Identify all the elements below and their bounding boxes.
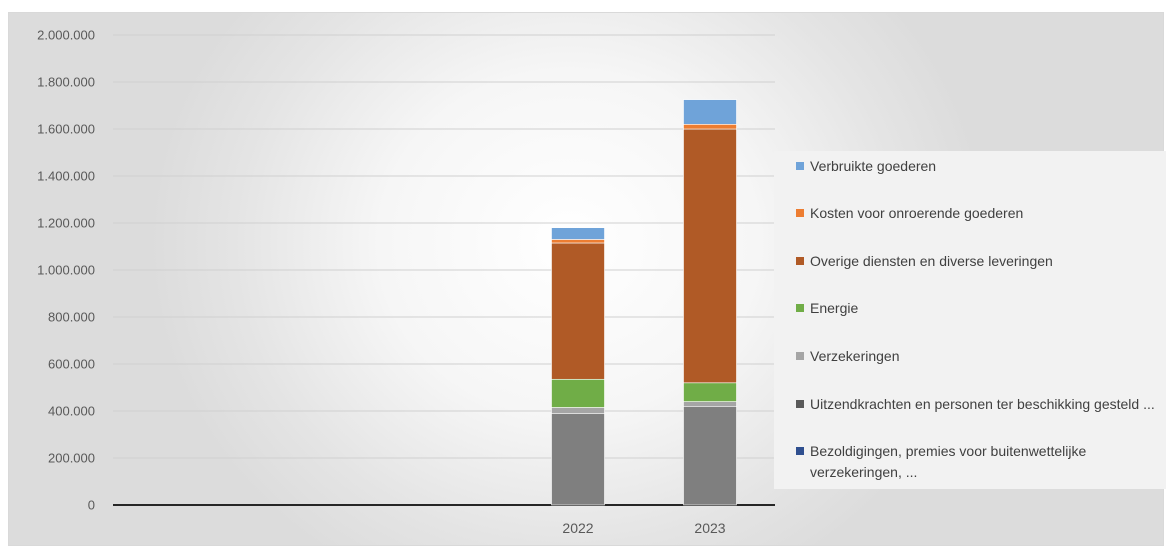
legend-item-verzekeringen: Verzekeringen [796,346,1156,367]
legend-label: Bezoldigingen, premies voor buitenwettel… [810,443,1087,480]
legend-item-uitzendkrachten: Uitzendkrachten en personen ter beschikk… [796,394,1156,415]
y-tick-label: 200.000 [48,451,95,466]
bar-segment [551,227,605,240]
bar-segment [683,382,737,402]
legend-label: Overige diensten en diverse leveringen [810,253,1053,269]
x-tick-label: 2023 [694,520,725,536]
legend-item-overige-diensten: Overige diensten en diverse leveringen [796,251,1156,272]
y-tick-label: 800.000 [48,310,95,325]
y-tick-label: 400.000 [48,404,95,419]
legend-item-energie: Energie [796,298,1156,319]
legend-item-bezoldigingen: Bezoldigingen, premies voor buitenwettel… [796,441,1156,483]
y-tick-label: 1.600.000 [37,122,95,137]
legend-swatch [796,304,804,312]
legend-swatch [796,400,804,408]
legend-swatch [796,352,804,360]
x-tick-label: 2022 [562,520,593,536]
bar-segment [683,99,737,125]
bar-segment [683,405,737,506]
y-tick-label: 1.000.000 [37,263,95,278]
chart-legend: Verbruikte goederen Kosten voor onroeren… [774,151,1166,489]
legend-label: Kosten voor onroerende goederen [810,205,1024,221]
bar-segment [551,242,605,380]
legend-swatch [796,209,804,217]
bar-segment [683,128,737,384]
y-tick-label: 2.000.000 [37,28,95,43]
legend-swatch [796,447,804,455]
bar-segment [551,239,605,244]
y-tick-label: 1.800.000 [37,75,95,90]
legend-item-kosten-onroerende-goederen: Kosten voor onroerende goederen [796,203,1156,224]
bar-segment [551,413,605,506]
y-tick-label: 1.200.000 [37,216,95,231]
bar-segment [683,124,737,130]
legend-label: Uitzendkrachten en personen ter beschikk… [810,396,1155,412]
bar-segment [683,401,737,407]
legend-item-verbruikte-goederen: Verbruikte goederen [796,156,1156,177]
legend-label: Energie [810,300,859,316]
legend-label: Verzekeringen [810,348,900,364]
y-tick-label: 600.000 [48,357,95,372]
bar-segment [551,407,605,414]
legend-swatch [796,162,804,170]
legend-swatch [796,257,804,265]
y-tick-label: 0 [88,498,95,513]
y-tick-label: 1.400.000 [37,169,95,184]
bar-segment [551,378,605,408]
legend-label: Verbruikte goederen [810,158,937,174]
